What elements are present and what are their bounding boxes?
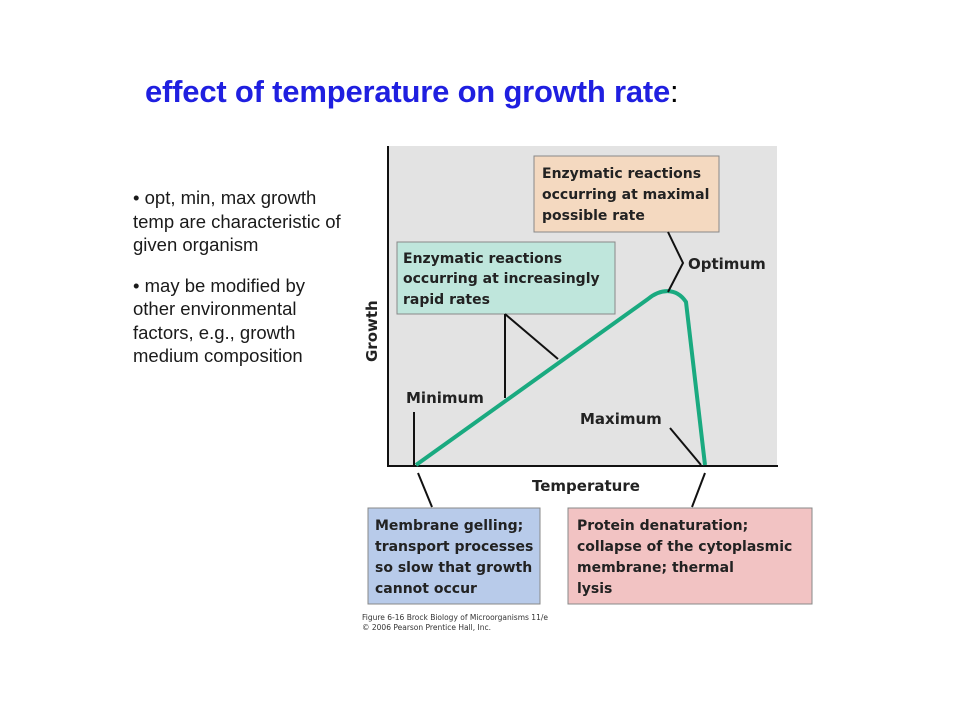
box-cold-line-4: cannot occur	[375, 581, 477, 597]
box-cold-effects	[367, 507, 541, 605]
maximum-label: Maximum	[580, 410, 662, 428]
maximum-pointer	[669, 427, 702, 466]
box-optimal-line-3: possible rate	[542, 208, 645, 224]
box-heat-line-1: Protein denaturation;	[577, 518, 748, 534]
plot-panel	[388, 146, 777, 466]
figure-caption-line-1: Figure 6-16 Brock Biology of Microorgani…	[362, 613, 548, 622]
box-increasing-rate	[396, 241, 616, 315]
box-increasing-line-3: rapid rates	[403, 292, 490, 308]
box-increasing-line-1: Enzymatic reactions	[403, 251, 562, 267]
x-axis-label: Temperature	[532, 477, 640, 495]
cold-connector	[417, 472, 433, 508]
title-text: effect of temperature on growth rate	[145, 74, 671, 109]
growth-curve	[414, 289, 707, 467]
box-increasing-line-2: occurring at increasingly	[403, 271, 600, 287]
box-optimal-rate	[533, 155, 720, 233]
box-heat-line-2: collapse of the cytoplasmic	[577, 539, 792, 555]
box-heat-line-3: membrane; thermal	[577, 560, 734, 576]
box-optimal-line-2: occurring at maximal	[542, 187, 709, 203]
box-heat-effects	[567, 507, 813, 605]
heat-connector	[691, 472, 706, 508]
minimum-label: Minimum	[406, 389, 484, 407]
optimum-bracket	[667, 231, 685, 293]
optimum-label: Optimum	[688, 255, 766, 273]
box-cold-line-2: transport processes	[375, 539, 533, 555]
figure-caption-line-2: © 2006 Pearson Prentice Hall, Inc.	[362, 623, 491, 632]
page-title: effect of temperature on growth rate:	[145, 74, 679, 110]
bullet-item-1: • opt, min, max growth temp are characte…	[133, 187, 341, 255]
title-colon: :	[670, 74, 679, 109]
bullet-item-2: • may be modified by other environmental…	[133, 274, 306, 367]
bullet-list: • opt, min, max growth temp are characte…	[133, 186, 343, 385]
box-heat-line-4: lysis	[577, 581, 612, 597]
box-cold-line-1: Membrane gelling;	[375, 518, 523, 534]
increasing-pointer-2	[504, 313, 559, 360]
box-optimal-line-1: Enzymatic reactions	[542, 166, 701, 182]
box-cold-line-3: so slow that growth	[375, 560, 532, 576]
y-axis-label: Growth	[363, 300, 381, 362]
